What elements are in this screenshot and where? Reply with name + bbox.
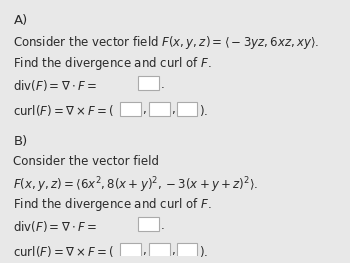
Text: $\mathrm{div}(F) = \nabla \cdot F = $: $\mathrm{div}(F) = \nabla \cdot F = $ bbox=[13, 78, 97, 93]
Text: $\mathrm{curl}(F) = \nabla \times F = ($: $\mathrm{curl}(F) = \nabla \times F = ($ bbox=[13, 103, 115, 118]
Text: Consider the vector field: Consider the vector field bbox=[13, 155, 160, 168]
Text: B): B) bbox=[13, 135, 28, 148]
Text: A): A) bbox=[13, 14, 28, 27]
Text: $\mathrm{div}(F) = \nabla \cdot F = $: $\mathrm{div}(F) = \nabla \cdot F = $ bbox=[13, 219, 97, 234]
Text: $).$: $).$ bbox=[199, 103, 208, 118]
Text: $F(x, y, z) = \langle 6x^2, 8(x+y)^2, -3(x+y+z)^2 \rangle$.: $F(x, y, z) = \langle 6x^2, 8(x+y)^2, -3… bbox=[13, 176, 259, 195]
Text: $).$: $).$ bbox=[199, 244, 208, 259]
Text: $,$: $,$ bbox=[142, 244, 147, 257]
Text: Find the divergence and curl of $F$.: Find the divergence and curl of $F$. bbox=[13, 196, 212, 213]
Text: $\mathrm{curl}(F) = \nabla \times F = ($: $\mathrm{curl}(F) = \nabla \times F = ($ bbox=[13, 244, 115, 259]
FancyBboxPatch shape bbox=[177, 243, 197, 257]
Text: $.$: $.$ bbox=[161, 219, 165, 232]
FancyBboxPatch shape bbox=[120, 102, 141, 116]
Text: $,$: $,$ bbox=[142, 103, 147, 116]
Text: $,$: $,$ bbox=[171, 244, 176, 257]
FancyBboxPatch shape bbox=[139, 76, 159, 90]
Text: $.$: $.$ bbox=[161, 78, 165, 91]
Text: $,$: $,$ bbox=[171, 103, 176, 116]
FancyBboxPatch shape bbox=[177, 102, 197, 116]
FancyBboxPatch shape bbox=[120, 243, 141, 257]
FancyBboxPatch shape bbox=[149, 102, 169, 116]
Text: Consider the vector field $F(x, y, z) = \langle -3yz, 6xz, xy \rangle$.: Consider the vector field $F(x, y, z) = … bbox=[13, 34, 320, 52]
FancyBboxPatch shape bbox=[139, 218, 159, 231]
FancyBboxPatch shape bbox=[149, 243, 169, 257]
Text: Find the divergence and curl of $F$.: Find the divergence and curl of $F$. bbox=[13, 55, 212, 72]
